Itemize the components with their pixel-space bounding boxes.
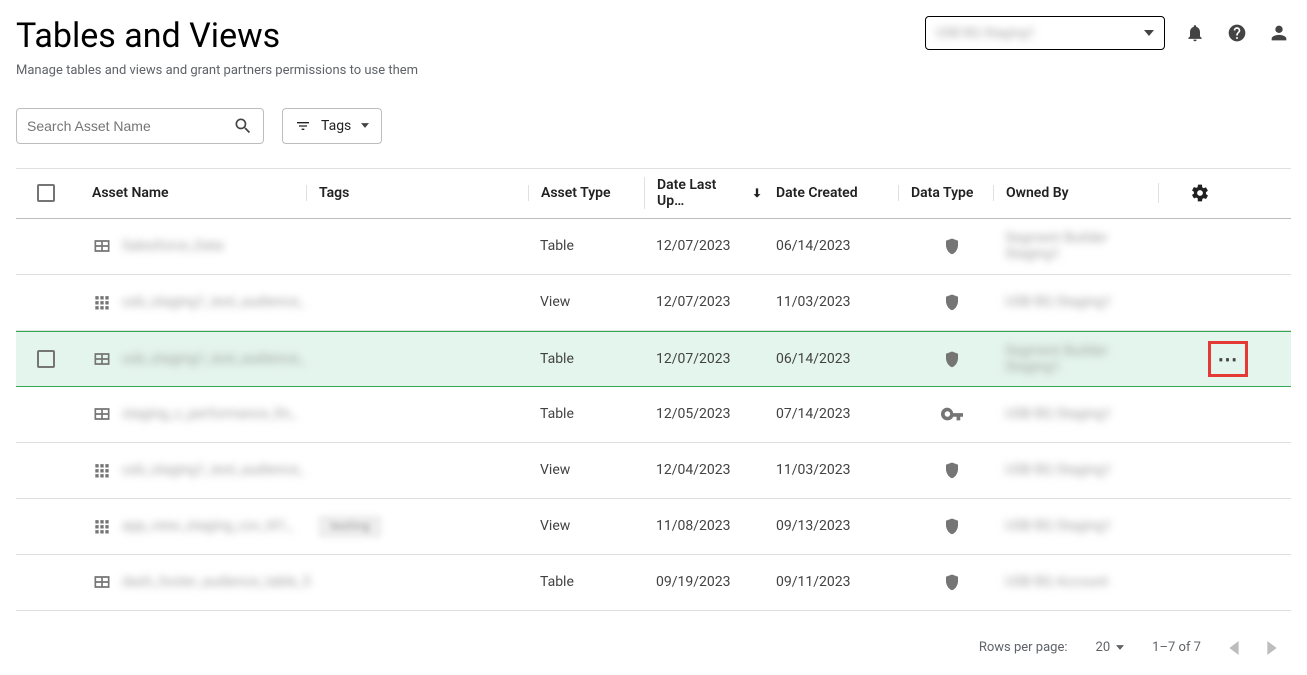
key-icon (941, 407, 963, 421)
date-created-cell: 11/03/2023 (764, 294, 898, 310)
page-title: Tables and Views (16, 16, 418, 57)
table-row[interactable]: dash_footer_audience_table_5 Table09/19/2… (16, 555, 1291, 611)
rows-per-page-label: Rows per page: (979, 640, 1068, 655)
owned-by-cell: USB BQ Staging1 (1005, 406, 1112, 422)
row-more-actions-button[interactable]: ⋯ (1208, 341, 1248, 377)
row-checkbox[interactable] (37, 350, 55, 368)
asset-name: Salesforce_Data (122, 238, 224, 254)
sort-desc-icon (750, 186, 764, 200)
date-created-cell: 09/13/2023 (764, 518, 898, 534)
search-input-wrapper[interactable] (16, 108, 264, 144)
project-select[interactable]: USB BQ Staging1 (925, 16, 1165, 50)
date-updated-cell: 09/19/2023 (644, 574, 764, 590)
page-subtitle: Manage tables and views and grant partne… (16, 63, 418, 78)
project-select-value: USB BQ Staging1 (936, 26, 1035, 41)
view-icon (92, 292, 112, 312)
pagination-range: 1–7 of 7 (1152, 640, 1201, 655)
table-row[interactable]: usb_staging1_test_audience_ Table12/07/20… (16, 331, 1291, 387)
owned-by-cell: USB BQ Staging1 (1005, 462, 1112, 478)
column-header-data-type[interactable]: Data Type (898, 185, 993, 201)
asset-type-cell: Table (528, 351, 644, 367)
table-icon (92, 236, 112, 256)
asset-type-cell: Table (528, 406, 644, 422)
asset-type-cell: View (528, 462, 644, 478)
date-created-cell: 11/03/2023 (764, 462, 898, 478)
asset-type-cell: Table (528, 238, 644, 254)
column-header-date-updated[interactable]: Date Last Up… (644, 177, 764, 209)
help-icon[interactable] (1225, 21, 1249, 45)
asset-type-cell: Table (528, 574, 644, 590)
table-row[interactable]: Salesforce_Data Table12/07/202306/14/2023… (16, 219, 1291, 275)
view-icon (92, 516, 112, 536)
asset-type-cell: View (528, 294, 644, 310)
chevron-down-icon (361, 123, 369, 128)
date-updated-cell: 12/07/2023 (644, 294, 764, 310)
table-icon (92, 404, 112, 424)
account-icon[interactable] (1267, 21, 1291, 45)
tags-filter-button[interactable]: Tags (282, 108, 382, 144)
owned-by-cell: USB BQ Account (1005, 574, 1108, 590)
date-created-cell: 09/11/2023 (764, 574, 898, 590)
shield-icon (943, 460, 961, 480)
shield-icon (943, 236, 961, 256)
select-all-checkbox[interactable] (37, 184, 55, 202)
asset-type-cell: View (528, 518, 644, 534)
prev-page-button[interactable] (1229, 641, 1239, 655)
date-updated-cell: 12/07/2023 (644, 351, 764, 367)
search-icon (233, 116, 253, 136)
owned-by-cell: Segment Builder Staging1 (1005, 230, 1107, 262)
owned-by-cell: Segment Builder Staging1 (1005, 343, 1107, 375)
asset-name: usb_staging1_test_audience_ (122, 351, 305, 367)
asset-name: dash_footer_audience_table_5 (122, 574, 311, 590)
owned-by-cell: USB BQ Staging1 (1005, 294, 1112, 310)
date-updated-cell: 12/05/2023 (644, 406, 764, 422)
column-header-tags[interactable]: Tags (306, 185, 528, 201)
rows-per-page-select[interactable]: 20 (1096, 640, 1125, 655)
date-updated-cell: 11/08/2023 (644, 518, 764, 534)
asset-name: staging_c_performance_fin_ (122, 406, 296, 422)
view-icon (92, 460, 112, 480)
column-header-asset-name[interactable]: Asset Name (76, 185, 306, 201)
table-row[interactable]: usb_staging1_test_audience_ View12/04/202… (16, 443, 1291, 499)
table-icon (92, 572, 112, 592)
column-header-date-created[interactable]: Date Created (764, 185, 898, 201)
shield-icon (943, 516, 961, 536)
table-row[interactable]: staging_c_performance_fin_ Table12/05/202… (16, 387, 1291, 443)
table-row[interactable]: usb_staging1_test_audience_ View12/07/202… (16, 275, 1291, 331)
tags-filter-label: Tags (321, 118, 351, 134)
date-updated-cell: 12/04/2023 (644, 462, 764, 478)
date-created-cell: 07/14/2023 (764, 406, 898, 422)
shield-icon (943, 349, 961, 369)
column-header-owned-by[interactable]: Owned By (993, 185, 1158, 201)
search-input[interactable] (27, 118, 233, 134)
next-page-button[interactable] (1267, 641, 1277, 655)
date-updated-cell: 12/07/2023 (644, 238, 764, 254)
date-created-cell: 06/14/2023 (764, 351, 898, 367)
shield-icon (943, 572, 961, 592)
date-created-cell: 06/14/2023 (764, 238, 898, 254)
table-row[interactable]: app_view_staging_csv_t01_ testing View11/0… (16, 499, 1291, 555)
table-icon (92, 349, 112, 369)
filter-icon (295, 118, 311, 134)
chevron-down-icon (1144, 30, 1154, 36)
shield-icon (943, 292, 961, 312)
table-settings-gear-icon[interactable] (1190, 183, 1210, 203)
asset-name: usb_staging1_test_audience_ (122, 462, 305, 478)
owned-by-cell: USB BQ Staging1 (1005, 518, 1112, 534)
tag-chip[interactable]: testing (318, 515, 382, 538)
asset-name: usb_staging1_test_audience_ (122, 294, 305, 310)
asset-name: app_view_staging_csv_t01_ (122, 518, 293, 534)
notifications-icon[interactable] (1183, 21, 1207, 45)
column-header-asset-type[interactable]: Asset Type (528, 185, 644, 201)
